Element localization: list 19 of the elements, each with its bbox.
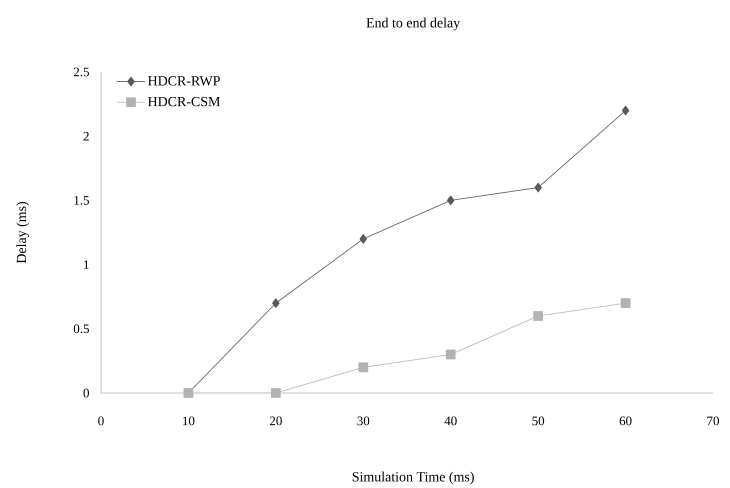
chart-title: End to end delay [366,18,460,30]
x-tick-label: 50 [532,416,544,426]
legend-label: HDCR-CSM [148,96,220,106]
y-tick-label: 0.5 [74,324,89,334]
x-tick-label: 10 [183,416,194,426]
x-axis-title: Simulation Time (ms) [352,472,474,484]
y-axis-title: Delay (ms) [16,202,30,264]
x-tick-label: 60 [620,416,632,426]
x-tick-label: 70 [707,416,719,426]
y-tick-label: 1 [84,260,89,269]
x-tick-label: 0 [98,416,104,426]
x-tick-label: 30 [357,416,370,426]
y-tick-label: 0 [84,388,89,398]
x-tick-label: 20 [270,416,282,426]
y-tick-label: 2 [84,132,89,140]
y-tick-label: 2.5 [74,68,89,76]
x-tick-label: 40 [444,416,457,426]
legend-label: HDCR-RWP [148,76,220,86]
y-tick-label: 1.5 [74,196,89,205]
